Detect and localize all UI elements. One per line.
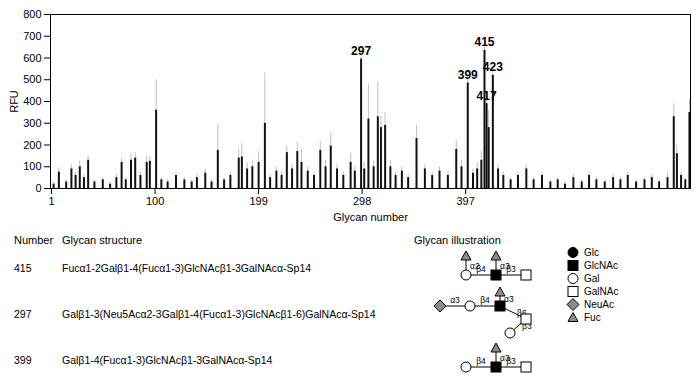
- html-text:Gal: Gal: [584, 273, 600, 284]
- svg-text:β3: β3: [506, 264, 516, 274]
- svg-text:200: 200: [23, 139, 41, 151]
- svg-text:0: 0: [35, 182, 41, 194]
- svg-text:α2: α2: [470, 261, 480, 271]
- svg-text:600: 600: [23, 52, 41, 64]
- html-text:399: 399: [14, 354, 32, 366]
- svg-text:300: 300: [23, 117, 41, 129]
- svg-text:β3: β3: [506, 356, 516, 366]
- svg-text:β4: β4: [476, 356, 486, 366]
- svg-text:β3: β3: [522, 321, 532, 331]
- svg-text:α3: α3: [450, 295, 460, 305]
- svg-text:β6: β6: [517, 307, 527, 318]
- svg-text:298: 298: [353, 195, 371, 207]
- html-text:GlcNAc: GlcNAc: [584, 260, 618, 271]
- svg-text:100: 100: [146, 195, 164, 207]
- html-text:Galβ1-3(Neu5Acα2-3Galβ1-4(Fucα: Galβ1-3(Neu5Acα2-3Galβ1-4(Fucα1-3)GlcNAc…: [62, 308, 376, 320]
- svg-text:700: 700: [23, 30, 41, 42]
- svg-text:500: 500: [23, 73, 41, 85]
- svg-text:297: 297: [351, 44, 371, 58]
- html-text:Fuc: Fuc: [584, 312, 601, 323]
- svg-text:α3: α3: [500, 353, 510, 363]
- svg-text:100: 100: [23, 160, 41, 172]
- svg-text:1: 1: [48, 195, 54, 207]
- html-text:Number: Number: [14, 234, 54, 246]
- svg-text:α3: α3: [500, 261, 510, 271]
- html-text:GalNAc: GalNAc: [584, 286, 619, 297]
- svg-text:α3: α3: [504, 294, 514, 304]
- svg-text:415: 415: [474, 35, 494, 49]
- svg-text:Glycan number: Glycan number: [333, 211, 408, 223]
- svg-text:399: 399: [458, 68, 478, 82]
- svg-text:423: 423: [483, 60, 503, 74]
- svg-text:400: 400: [23, 95, 41, 107]
- html-text:Glycan illustration: Glycan illustration: [414, 234, 501, 246]
- svg-text:199: 199: [249, 195, 267, 207]
- html-text:Glc: Glc: [584, 247, 599, 258]
- svg-text:417: 417: [477, 89, 497, 103]
- html-text:Galβ1-4(Fucα1-3)GlcNAcβ1-3GalN: Galβ1-4(Fucα1-3)GlcNAcβ1-3GalNAcα-Sp14: [62, 354, 273, 366]
- svg-text:RFU: RFU: [8, 90, 20, 113]
- svg-text:397: 397: [456, 195, 474, 207]
- svg-text:β4: β4: [480, 295, 490, 305]
- svg-text:800: 800: [23, 8, 41, 20]
- svg-text:β4: β4: [476, 264, 486, 274]
- html-text:NeuAc: NeuAc: [584, 299, 614, 310]
- html-text:Fucα1-2Galβ1-4(Fucα1-3)GlcNAcβ: Fucα1-2Galβ1-4(Fucα1-3)GlcNAcβ1-3GalNAcα…: [62, 262, 312, 274]
- html-text:Glycan structure: Glycan structure: [62, 234, 143, 246]
- html-text:297: 297: [14, 308, 32, 320]
- html-text:415: 415: [14, 262, 32, 274]
